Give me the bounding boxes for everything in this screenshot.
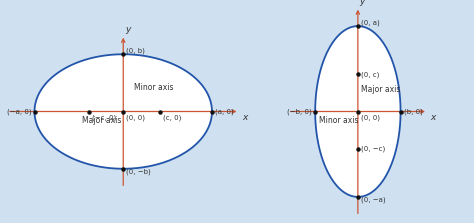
- Text: (0, c): (0, c): [361, 71, 380, 78]
- Text: (0, b): (0, b): [126, 48, 145, 54]
- Text: Minor axis: Minor axis: [319, 116, 358, 124]
- Text: (0, 0): (0, 0): [361, 115, 380, 121]
- Text: (a, 0): (a, 0): [215, 108, 234, 115]
- Text: (−a, 0): (−a, 0): [7, 108, 32, 115]
- Text: (0, a): (0, a): [361, 20, 380, 26]
- Ellipse shape: [315, 26, 401, 197]
- Text: x: x: [430, 113, 436, 122]
- Text: y: y: [360, 0, 365, 6]
- Text: Major axis: Major axis: [361, 85, 401, 94]
- Text: x: x: [242, 113, 247, 122]
- Text: y: y: [125, 25, 130, 34]
- Text: (0, −a): (0, −a): [361, 197, 386, 203]
- Text: (c, 0): (c, 0): [164, 115, 182, 122]
- Text: (0, −b): (0, −b): [126, 169, 151, 175]
- Text: (−c, 0): (−c, 0): [92, 115, 116, 122]
- Text: (b, 0): (b, 0): [404, 108, 423, 115]
- Ellipse shape: [35, 54, 212, 169]
- Text: Major axis: Major axis: [82, 116, 121, 125]
- Text: (0, 0): (0, 0): [126, 115, 145, 122]
- Text: (0, −c): (0, −c): [361, 145, 385, 152]
- Text: (−b, 0): (−b, 0): [287, 108, 312, 115]
- Text: Minor axis: Minor axis: [134, 83, 173, 92]
